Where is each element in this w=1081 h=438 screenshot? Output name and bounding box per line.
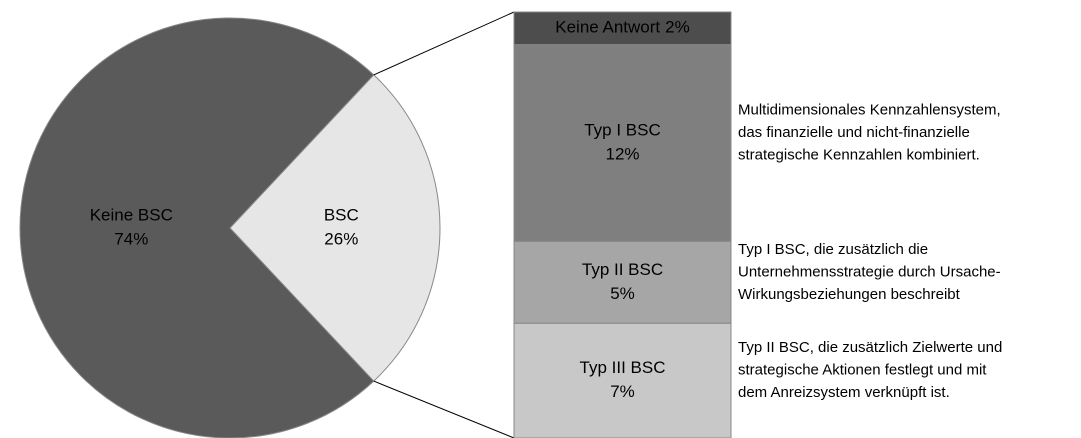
bar-segment: [513, 322, 732, 438]
connector-line: [373, 380, 515, 438]
bar-segment: [513, 240, 732, 324]
connector-line: [373, 11, 515, 76]
description-line: Unternehmensstrategie durch Ursache-: [738, 263, 1001, 280]
description-line: strategische Aktionen festlegt und mit: [738, 362, 987, 379]
segment-value: 2%: [665, 18, 690, 37]
description-line: das finanzielle und nicht-finanzielle: [738, 124, 970, 141]
segment-label: Typ I BSC: [584, 121, 661, 140]
bar-segment: [513, 11, 732, 46]
description-line: Wirkungsbeziehungen beschreibt: [738, 286, 961, 303]
description-line: dem Anreizsystem verknüpft ist.: [738, 384, 950, 401]
description-line: Typ II BSC, die zusätzlich Zielwerte und: [738, 339, 1002, 356]
segment-value-label: 12%: [605, 145, 639, 164]
slice-label: BSC: [324, 205, 359, 224]
bar-segment: [513, 44, 732, 242]
pie-slice: [229, 74, 441, 382]
slice-value-label: 26%: [324, 229, 358, 248]
slice-value-label: 74%: [114, 229, 148, 248]
segment-value-label: 5%: [610, 284, 635, 303]
segment-value-label: 7%: [610, 382, 635, 401]
segment-label: Keine Antwort 2%: [555, 18, 689, 37]
slice-label: Keine BSC: [90, 205, 173, 224]
segment-label: Typ III BSC: [580, 358, 666, 377]
description-line: Multidimensionales Kennzahlensystem,: [738, 102, 1001, 119]
segment-name: Keine Antwort: [555, 18, 660, 37]
description-line: Typ I BSC, die zusätzlich die: [738, 241, 928, 258]
description-line: strategische Kennzahlen kombiniert.: [738, 147, 980, 164]
segment-label: Typ II BSC: [582, 260, 663, 279]
